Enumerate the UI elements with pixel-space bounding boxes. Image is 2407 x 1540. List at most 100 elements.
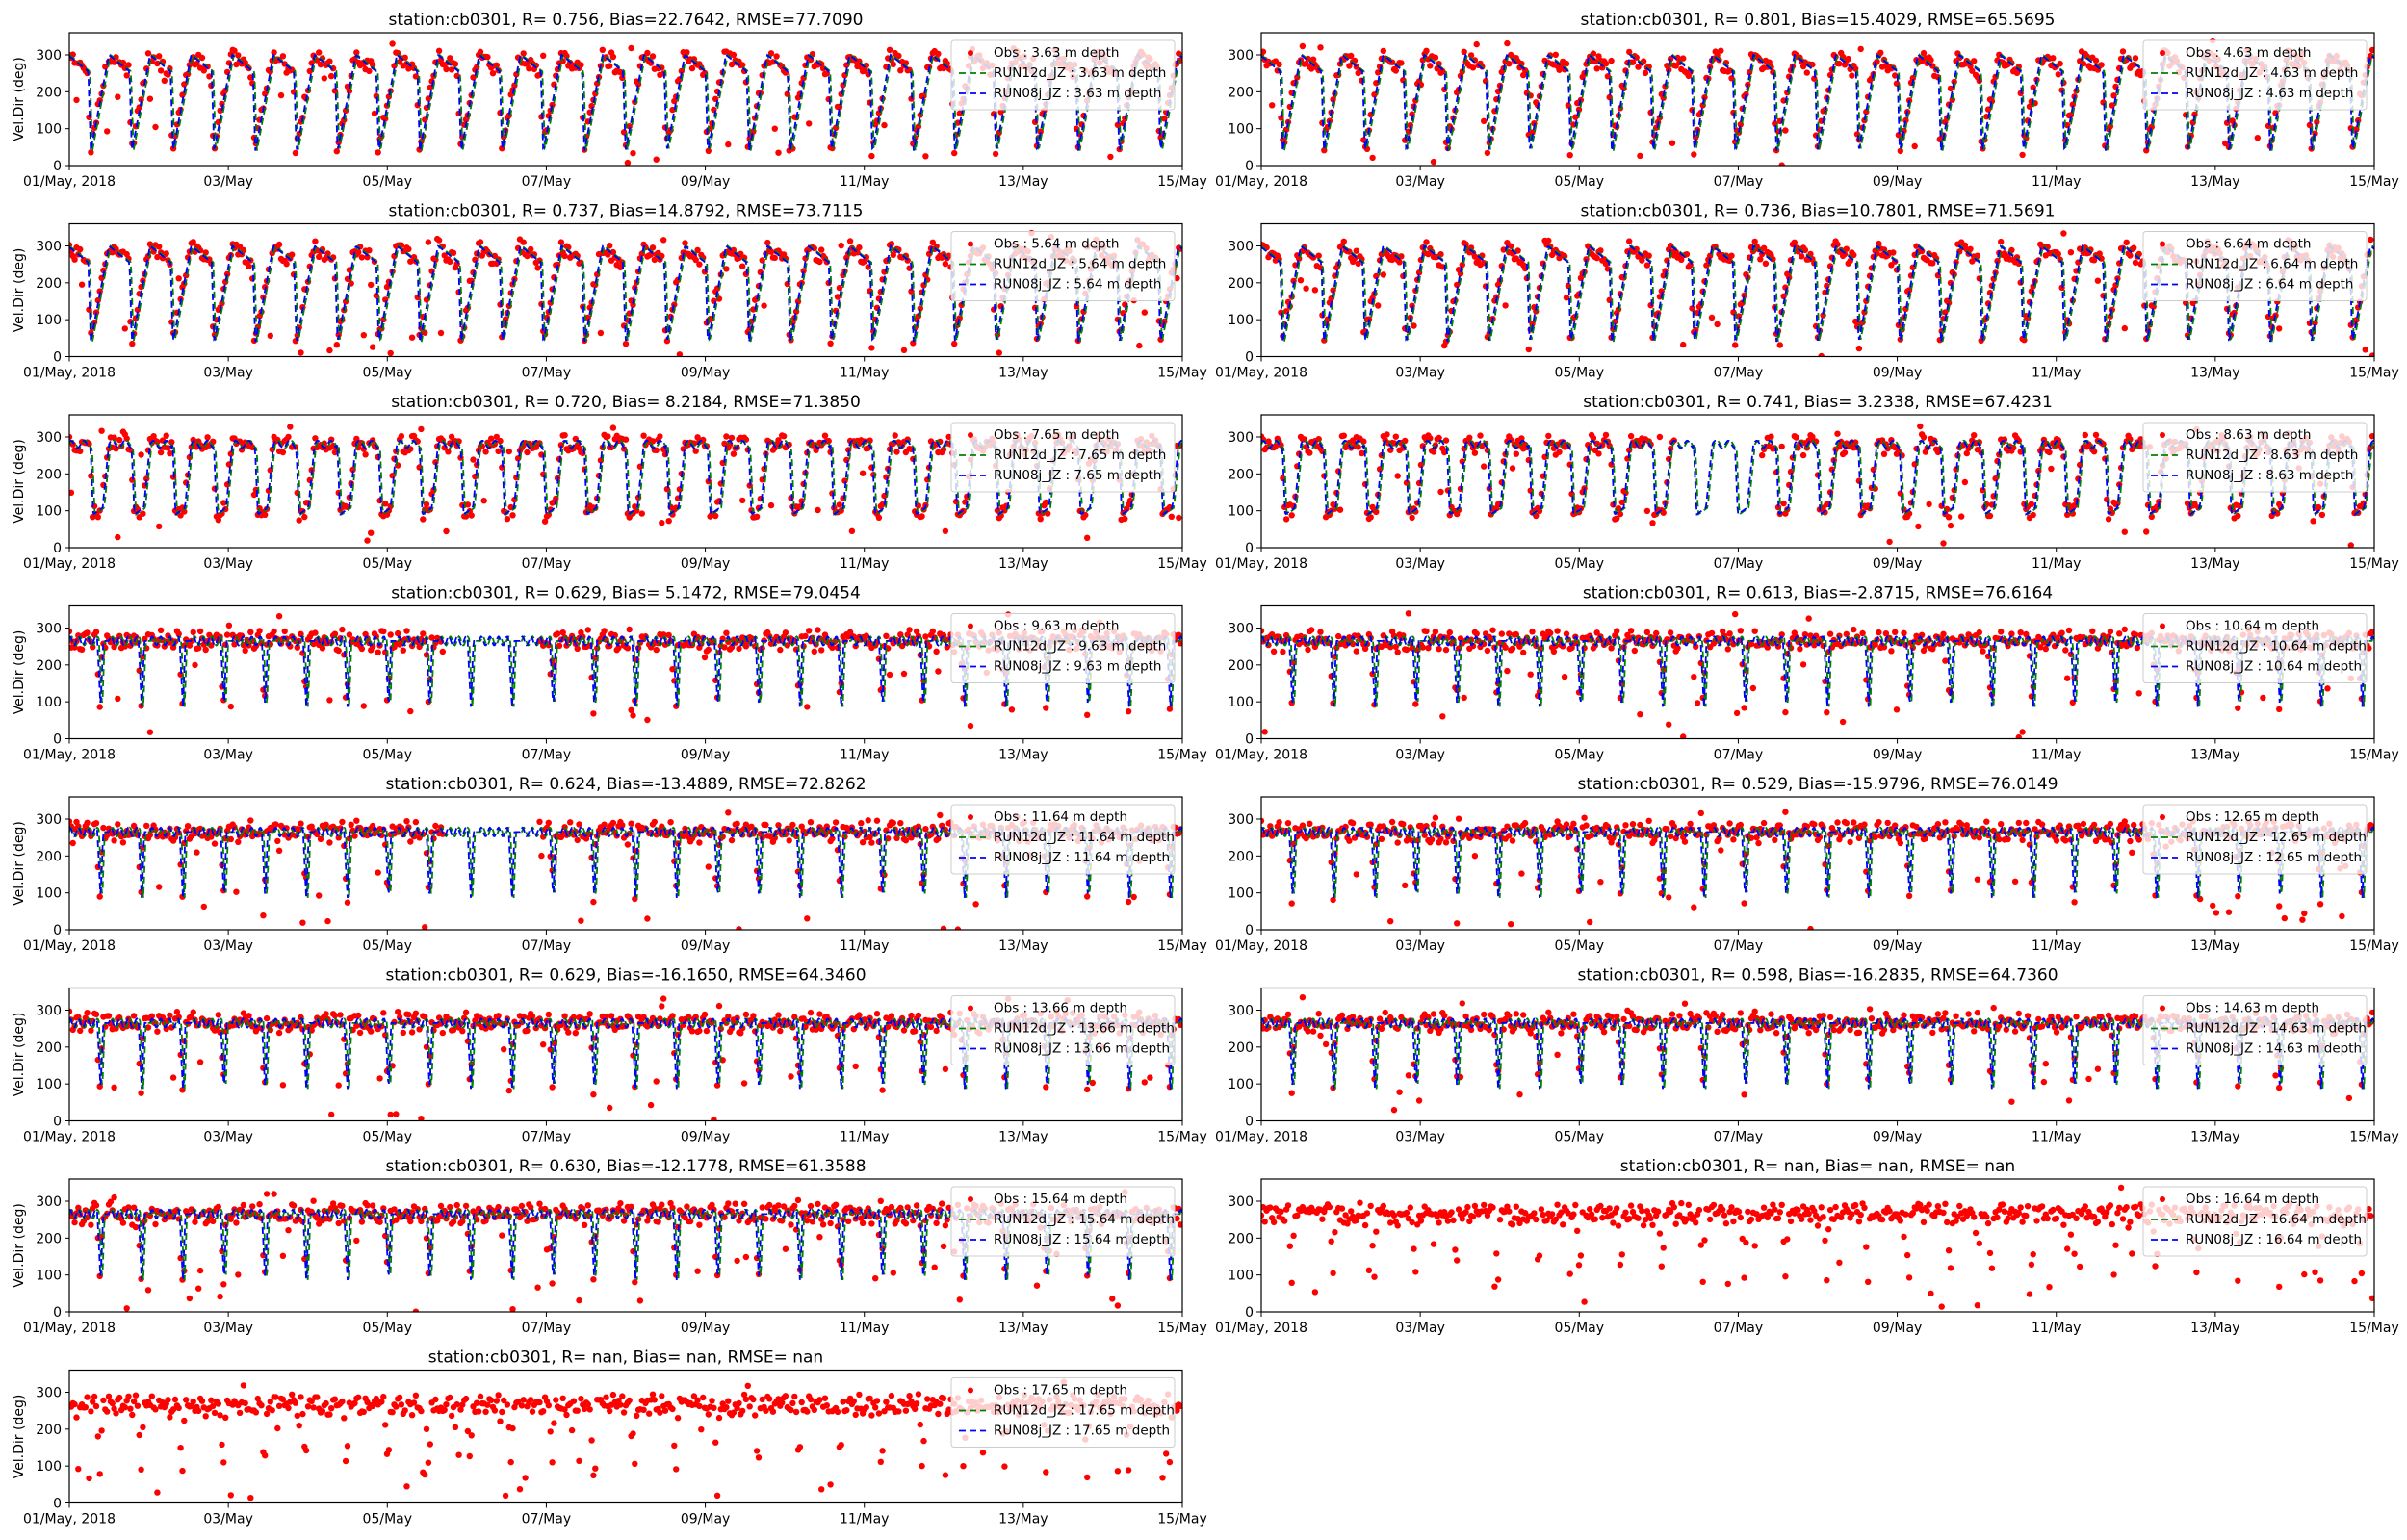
x-tick-label: 09/May [681,174,730,190]
legend-label: RUN12d_JZ : 8.63 m depth [2186,448,2358,463]
obs-point [1560,643,1566,650]
obs-point [802,632,809,640]
run08j-line [69,244,1182,343]
obs-point [1947,522,1954,529]
obs-point [1585,243,1592,249]
obs-point [1942,657,1949,664]
obs-point [1799,253,1805,260]
obs-point [405,245,412,253]
x-tick-label: 13/May [2190,556,2239,572]
x-tick-label: 11/May [840,556,889,572]
obs-point [1297,277,1305,284]
obs-point [1481,463,1488,470]
obs-point [563,52,570,60]
legend-label: RUN12d_JZ : 7.65 m depth [994,448,1166,463]
x-tick-label: 03/May [203,366,252,381]
obs-point [1961,478,1969,486]
x-tick-label: 09/May [1873,556,1922,572]
obs-point [111,434,117,441]
obs-point [389,40,396,47]
legend-box [950,231,1176,301]
obs-point [1340,238,1348,244]
obs-point [1346,63,1353,69]
obs-point [123,72,130,79]
obs-point [967,722,974,730]
obs-point [1614,628,1620,634]
obs-point [630,150,636,157]
obs-point [497,437,504,445]
obs-point [2368,52,2374,60]
obs-point [590,710,597,717]
obs-point [96,704,103,710]
obs-point [1504,667,1511,675]
obs-point [721,440,728,448]
obs-point [445,449,452,455]
legend-box [2142,231,2368,301]
obs-point [1430,633,1437,640]
x-tick-label: 01/May, 2018 [1215,556,1307,572]
subplot-title: station:cb0301, R= 0.613, Bias=-2.8715, … [1583,584,2053,603]
obs-point [287,424,294,430]
obs-point [1380,47,1387,55]
x-tick-label: 01/May, 2018 [23,556,116,572]
obs-point [328,72,335,80]
obs-point [1477,432,1484,439]
x-tick-label: 03/May [1395,174,1444,190]
x-tick-label: 03/May [1395,556,1444,572]
obs-point [296,517,302,524]
obs-point [247,629,254,635]
obs-point [227,703,234,710]
obs-point [1694,700,1701,706]
x-tick-label: 15/May [1157,366,1206,381]
obs-point [1427,63,1434,69]
obs-point [1335,632,1342,640]
obs-point [2013,69,2021,77]
obs-point [1073,303,1080,310]
obs-point [1513,255,1520,262]
subplot-6: station:cb0301, R= 0.741, Bias= 3.2338, … [1215,393,2399,572]
obs-point [935,668,942,675]
x-tick-label: 15/May [2349,556,2398,572]
obs-point [815,627,821,633]
obs-point [452,61,459,67]
obs-point [358,254,366,261]
obs-point [2050,55,2057,62]
obs-point [520,50,527,57]
obs-point [94,296,102,304]
obs-point [121,325,128,332]
subplot-title: station:cb0301, R= 0.756, Bias=22.7642, … [389,11,864,30]
subplot-2: station:cb0301, R= 0.801, Bias=15.4029, … [1215,11,2399,190]
obs-point [1843,245,1851,252]
obs-point [194,60,200,67]
obs-point [1797,646,1803,653]
obs-point [1805,615,1812,622]
obs-point [1608,645,1615,652]
obs-point [1760,244,1768,251]
obs-point [163,432,169,439]
obs-point [156,53,163,60]
obs-point [1714,321,1721,328]
y-axis-label: Vel.Dir (deg) [12,248,27,333]
obs-point [312,629,319,636]
run12d-line [1261,244,2374,343]
obs-point [816,258,823,266]
obs-point [584,627,591,633]
obs-point [2119,48,2127,55]
obs-point [1430,158,1437,166]
obs-point [723,629,730,636]
obs-point [422,329,428,336]
y-tick-label: 200 [1228,85,1254,100]
legend-label: RUN12d_JZ : 9.63 m depth [994,639,1166,654]
obs-point [316,253,323,261]
obs-point [951,340,958,347]
obs-point [624,159,632,166]
obs-point [929,239,936,245]
obs-point [1967,245,1974,252]
obs-point [1430,449,1437,455]
obs-point [1502,302,1509,309]
x-tick-label: 13/May [2190,174,2239,190]
obs-point [1730,309,1737,316]
obs-point [2026,103,2033,110]
